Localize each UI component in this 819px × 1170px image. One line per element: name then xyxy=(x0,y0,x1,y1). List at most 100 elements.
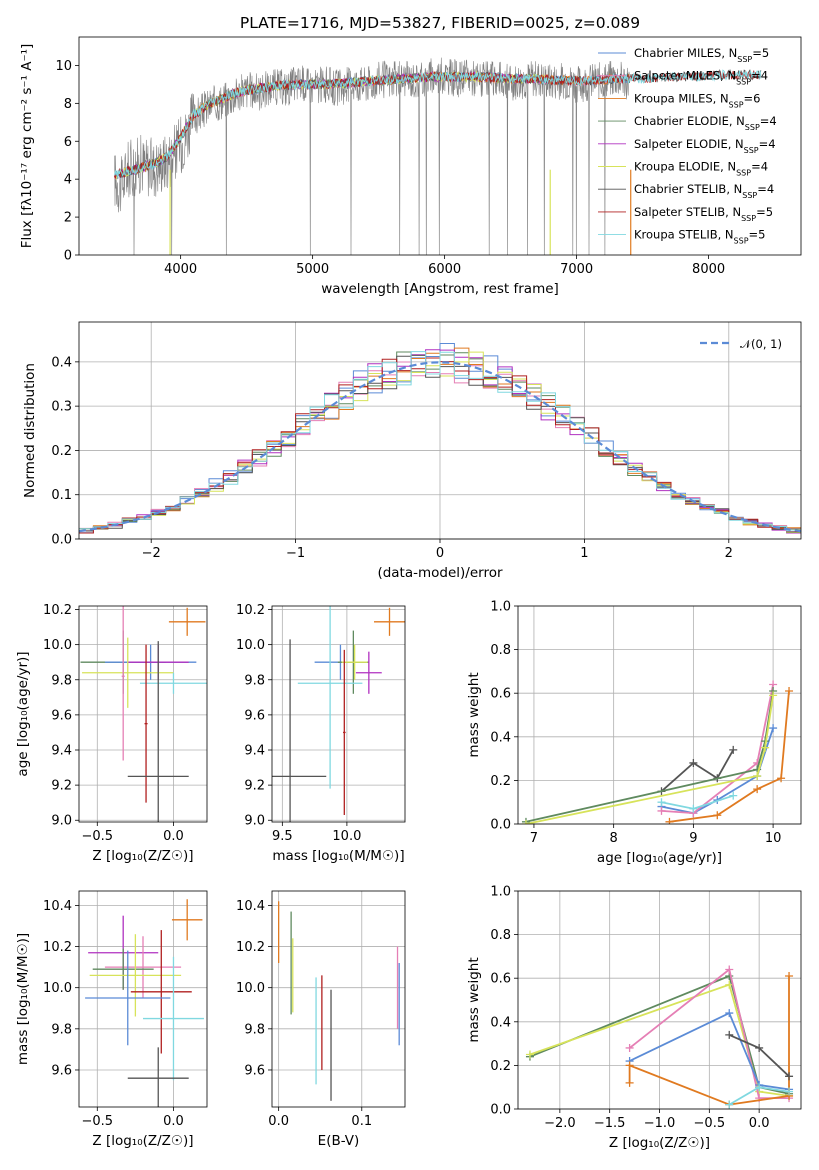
y-tick-label: 9.6 xyxy=(244,1063,265,1078)
legend-entry: Salpeter ELODIE, NSSP=4 xyxy=(634,137,776,155)
errorbar-point xyxy=(355,651,382,694)
plot-area xyxy=(114,57,762,255)
y-tick-label: 0.2 xyxy=(51,444,72,459)
errorbar-point xyxy=(139,672,207,694)
x-tick-label: 0.0 xyxy=(749,1116,770,1131)
x-tick-label: 7000 xyxy=(560,262,593,277)
mass-weight-marker xyxy=(785,972,794,981)
legend-entry: Salpeter MILES, NSSP=4 xyxy=(634,69,768,87)
y-tick-label: 9.8 xyxy=(51,673,72,688)
grid-lines xyxy=(272,606,405,822)
gaussian-curve xyxy=(79,361,801,533)
y-axis-label: Flux [fλ10⁻¹⁷ erg cm⁻² s⁻¹ A⁻¹] xyxy=(19,44,35,249)
x-axis-label: age [log₁₀(age/yr)] xyxy=(597,850,722,866)
mass-weight-marker xyxy=(725,965,734,974)
y-tick-label: 0.8 xyxy=(490,928,511,943)
y-tick-label: 0.4 xyxy=(490,1015,511,1030)
mass-weight-line-3 xyxy=(629,1011,790,1091)
y-tick-label: 10.2 xyxy=(43,940,72,955)
y-tick-label: 0.6 xyxy=(490,687,511,702)
mass-weight-line-5 xyxy=(525,695,774,824)
y-tick-label: 0.1 xyxy=(51,488,72,503)
mass-weight-marker xyxy=(689,804,698,813)
y-axis-label: mass weight xyxy=(466,957,482,1042)
errorbar-point xyxy=(121,606,125,761)
mass-weight-marker xyxy=(665,817,674,824)
legend-entry: Chabrier ELODIE, NSSP=4 xyxy=(634,114,777,132)
panel-mass-vs-ebv: 0.0 0.1 9.6 9.8 10.0 10.2 10.4 E(B-V) xyxy=(236,890,406,1149)
y-tick-label: 0.4 xyxy=(490,730,511,745)
y-tick-label: 10.0 xyxy=(43,638,72,653)
legend: 𝒩(0, 1) xyxy=(700,337,782,351)
mass-weight-marker xyxy=(755,1083,764,1092)
legend-entry: Chabrier STELIB, NSSP=4 xyxy=(634,182,774,200)
axes-frame xyxy=(517,605,802,825)
y-tick-label: 2 xyxy=(64,211,72,226)
errorbar-point xyxy=(127,1047,189,1107)
mass-weight-marker xyxy=(625,1061,634,1070)
y-tick-label: 0.0 xyxy=(490,1103,511,1118)
y-tick-label: 1.0 xyxy=(490,600,511,615)
model-line-4 xyxy=(114,70,551,180)
x-tick-label: 10 xyxy=(765,831,782,846)
x-tick-label: −2.0 xyxy=(544,1116,576,1131)
mass-weight-marker xyxy=(729,791,738,800)
mass-weight-marker xyxy=(769,724,778,733)
mass-weight-marker xyxy=(625,1043,634,1052)
y-tick-label: 4 xyxy=(64,173,72,188)
errorbar-point xyxy=(144,644,148,803)
x-tick-label: −1.0 xyxy=(644,1116,676,1131)
x-tick-label: −0.5 xyxy=(81,829,113,844)
y-tick-label: 1.0 xyxy=(490,885,511,900)
mass-weight-line-3 xyxy=(661,684,774,815)
panel-residuals: −2 −1 0 1 2 0.0 0.1 0.2 0.3 0.4 (data-model)/error… xyxy=(22,321,802,581)
y-tick-label: 9.6 xyxy=(51,708,72,723)
spectrum-data-line xyxy=(114,57,630,255)
x-tick-label: 9 xyxy=(689,831,697,846)
axes-frame xyxy=(78,605,208,823)
x-axis-label: Z [log₁₀(Z/Z☉)] xyxy=(92,1133,193,1149)
plot-area xyxy=(525,965,794,1109)
x-tick-label: 2 xyxy=(725,546,733,561)
axes-frame xyxy=(78,890,208,1108)
x-tick-label: 5000 xyxy=(296,262,329,277)
y-tick-label: 0.0 xyxy=(490,818,511,833)
errorbar-point xyxy=(143,956,204,1081)
y-tick-label: 9.4 xyxy=(244,744,265,759)
histogram-8 xyxy=(79,351,801,532)
x-tick-label: 4000 xyxy=(164,262,197,277)
y-tick-label: 9.8 xyxy=(51,1022,72,1037)
panel-massweight-vs-age: 7 8 9 10 0.0 0.2 0.4 0.6 0.8 1.0 age [log₁₀(age/yr… xyxy=(466,600,802,866)
y-tick-label: 0.0 xyxy=(51,533,72,548)
errorbar-point xyxy=(374,607,405,636)
grid-lines xyxy=(79,606,207,822)
plot-area xyxy=(80,606,207,822)
mass-weight-marker xyxy=(785,1087,794,1096)
axes-frame xyxy=(271,890,406,1108)
mass-weight-marker xyxy=(657,806,666,815)
x-axis-label: Z [log₁₀(Z/Z☉)] xyxy=(609,1135,710,1151)
y-tick-label: 8 xyxy=(64,97,72,112)
model-line-6 xyxy=(114,68,762,179)
errorbar-point xyxy=(85,950,171,1046)
y-tick-label: 0.3 xyxy=(51,400,72,415)
mass-weight-marker xyxy=(725,1030,734,1039)
y-tick-label: 9.0 xyxy=(244,814,265,829)
x-tick-label: 0.1 xyxy=(351,1114,372,1129)
x-tick-label: −1.5 xyxy=(594,1116,626,1131)
mass-weight-marker xyxy=(525,1050,534,1059)
y-tick-label: 9.8 xyxy=(244,673,265,688)
mass-weight-marker xyxy=(785,1072,794,1081)
x-axis-label: mass [log₁₀(M/M☉)] xyxy=(272,848,404,864)
y-axis-label: Normed distribution xyxy=(22,363,38,498)
x-tick-label: −0.5 xyxy=(81,1114,113,1129)
mass-weight-marker xyxy=(729,745,738,754)
x-axis-label: E(B-V) xyxy=(318,1133,360,1149)
mass-weight-marker xyxy=(725,1009,734,1018)
figure-title: PLATE=1716, MJD=53827, FIBERID=0025, z=0… xyxy=(240,14,640,32)
errorbar-point xyxy=(343,649,346,815)
errorbar-point xyxy=(89,934,182,1017)
legend-entry: Kroupa MILES, NSSP=6 xyxy=(634,91,760,109)
mass-weight-marker xyxy=(753,785,762,794)
